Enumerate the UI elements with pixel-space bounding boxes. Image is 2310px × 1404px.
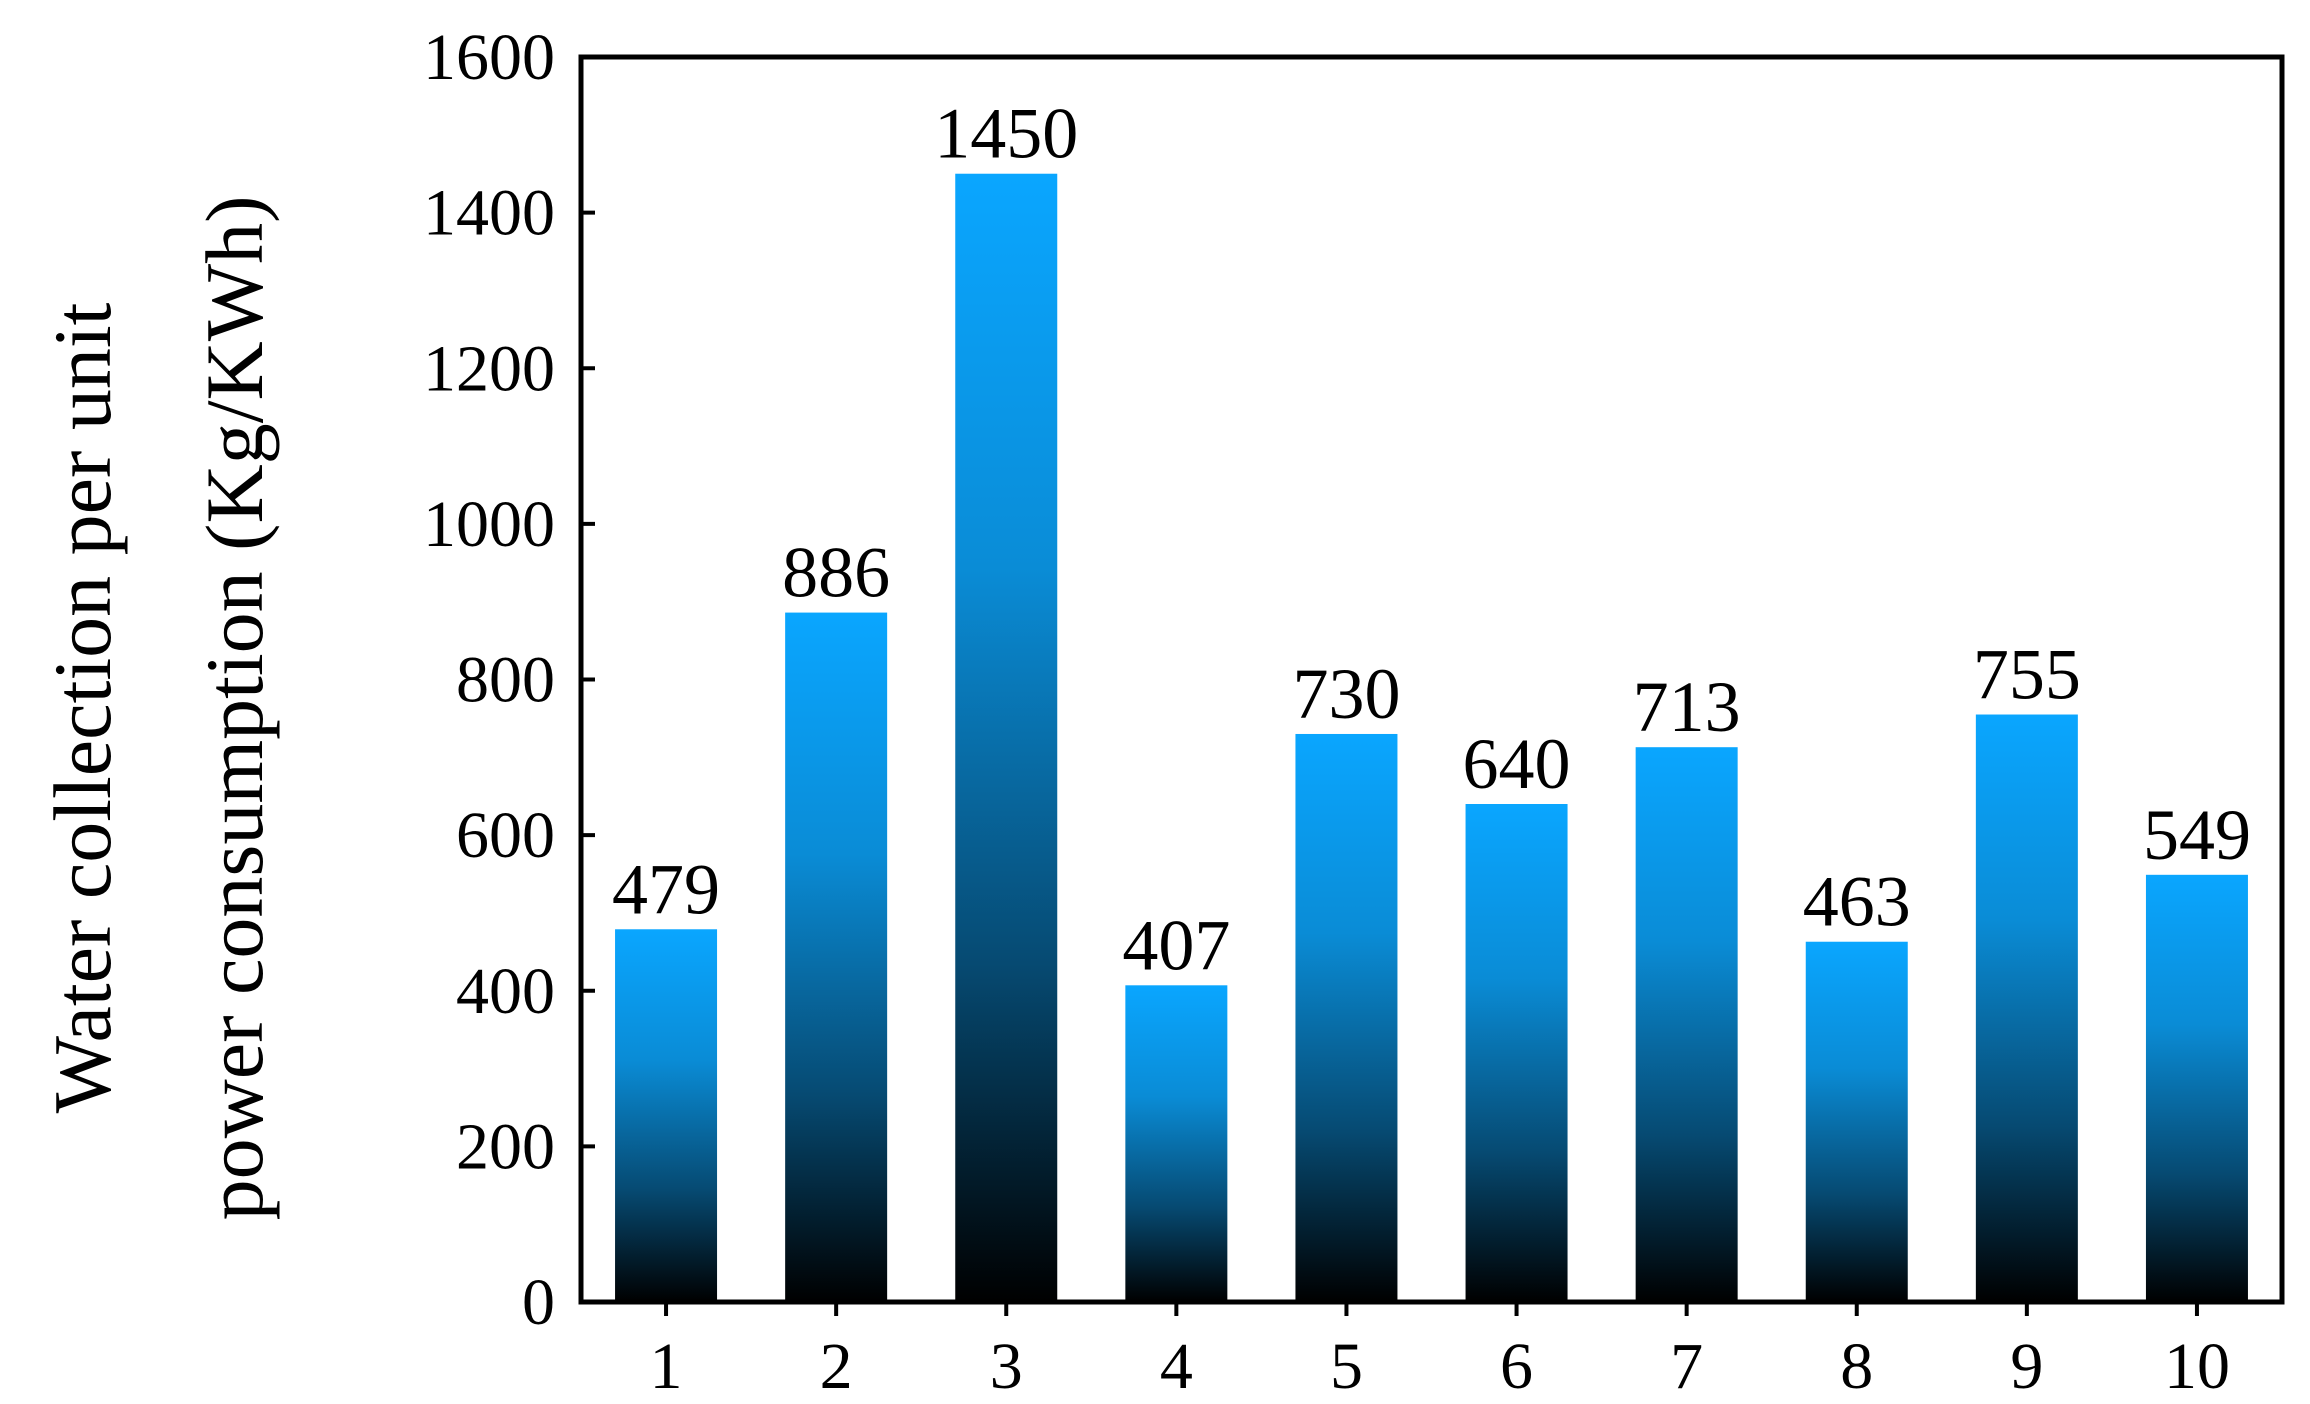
y-tick-label: 0 (522, 1266, 555, 1339)
x-tick-label: 2 (820, 1330, 853, 1403)
bar-7 (1635, 747, 1738, 1302)
x-axis-ticks: 1 2 3 4 5 6 7 8 9 10 (650, 1302, 2230, 1403)
y-axis-title-line-2: power consumption (Kg/KWh) (189, 196, 280, 1221)
data-label-6: 640 (1463, 724, 1571, 804)
bar-8 (1805, 941, 1908, 1302)
x-tick-label: 8 (1840, 1330, 1873, 1403)
bar-3 (955, 173, 1058, 1302)
data-label-10: 549 (2143, 795, 2251, 875)
y-tick-label: 1600 (423, 21, 555, 94)
plot-frame (578, 54, 2285, 1305)
y-axis-ticks: 0 200 400 600 800 1000 1200 1400 1600 (423, 21, 595, 1339)
bar-5 (1295, 733, 1398, 1302)
y-tick-label: 1200 (423, 332, 555, 405)
x-tick-label: 4 (1160, 1330, 1193, 1403)
x-tick-label: 5 (1330, 1330, 1363, 1403)
data-label-2: 886 (782, 533, 890, 613)
y-tick-label: 1400 (423, 177, 555, 250)
y-tick-label: 600 (456, 799, 555, 872)
y-axis-title-line-1: Water collection per unit (37, 302, 128, 1113)
y-tick-label: 800 (456, 644, 555, 717)
bars (615, 173, 2248, 1302)
y-tick-label: 400 (456, 955, 555, 1028)
data-label-7: 713 (1633, 667, 1741, 747)
data-label-9: 755 (1973, 635, 2081, 715)
data-label-5: 730 (1292, 654, 1400, 734)
y-tick-label: 200 (456, 1110, 555, 1183)
x-tick-label: 7 (1670, 1330, 1703, 1403)
bar-6 (1465, 804, 1568, 1302)
data-label-3: 1450 (934, 94, 1078, 174)
y-axis-title: Water collection per unit power consumpt… (37, 196, 280, 1221)
bar-10 (2145, 874, 2248, 1302)
data-label-4: 407 (1122, 905, 1230, 985)
x-tick-label: 10 (2164, 1330, 2230, 1403)
data-label-1: 479 (612, 849, 720, 929)
bar-1 (615, 929, 718, 1302)
y-tick-label: 1000 (423, 488, 555, 561)
bar-data-labels: 479 886 1450 407 730 640 713 463 755 549 (612, 94, 2251, 986)
bar-9 (1975, 714, 2078, 1302)
data-label-8: 463 (1803, 862, 1911, 942)
bar-2 (785, 612, 888, 1302)
x-tick-label: 9 (2010, 1330, 2043, 1403)
bar-4 (1125, 985, 1228, 1302)
x-tick-label: 6 (1500, 1330, 1533, 1403)
x-tick-label: 1 (650, 1330, 683, 1403)
x-tick-label: 3 (990, 1330, 1023, 1403)
